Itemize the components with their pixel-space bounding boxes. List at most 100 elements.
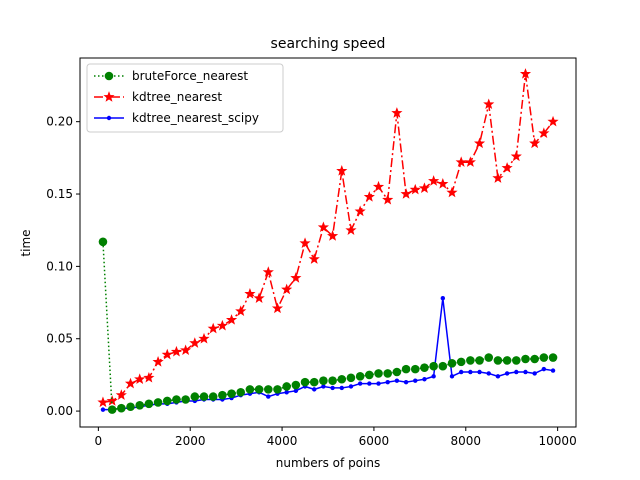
data-point [299, 237, 311, 248]
data-point [198, 332, 210, 344]
legend-marker [104, 71, 114, 81]
data-point [339, 385, 344, 391]
data-point [383, 369, 393, 378]
data-point [477, 369, 482, 375]
data-point [281, 283, 293, 295]
x-tick-label: 10000 [539, 434, 577, 448]
data-point [106, 395, 118, 406]
data-point [447, 359, 457, 368]
data-point [253, 292, 265, 303]
data-point [309, 377, 319, 387]
legend-marker [103, 91, 115, 102]
data-point [484, 353, 494, 362]
data-point [410, 364, 420, 374]
data-point [391, 107, 403, 118]
data-point [422, 377, 427, 382]
data-point [254, 385, 264, 394]
data-point [208, 392, 218, 401]
data-point [385, 379, 390, 385]
data-point [317, 221, 329, 233]
data-point [225, 314, 238, 325]
data-point [293, 388, 299, 394]
data-point [483, 98, 495, 110]
series-line-kdtree_nearest [102, 73, 554, 404]
data-point [181, 395, 190, 404]
data-point [420, 363, 429, 372]
data-point [273, 385, 282, 394]
data-point [291, 380, 301, 390]
data-point [135, 400, 145, 410]
data-point [400, 188, 412, 199]
data-point [321, 384, 326, 389]
legend-label: kdtree_nearest_scipy [132, 111, 259, 125]
data-point [355, 372, 365, 381]
data-point [262, 266, 274, 277]
data-point [418, 182, 431, 193]
data-point [124, 377, 137, 389]
data-point [271, 302, 284, 314]
x-tick-label: 6000 [359, 434, 390, 448]
data-point [437, 178, 449, 189]
data-point [486, 371, 491, 376]
data-point [245, 385, 255, 394]
x-tick-label: 0 [95, 434, 103, 448]
data-point [431, 374, 436, 379]
series-layer [97, 68, 559, 414]
data-point [337, 374, 347, 384]
data-point [401, 364, 411, 374]
data-point [511, 356, 521, 365]
chart-title: searching speed [271, 36, 386, 52]
data-point [144, 399, 154, 409]
legend-label: bruteForce_nearest [132, 69, 248, 83]
x-tick-label: 4000 [267, 434, 298, 448]
x-axis-label: numbers of poins [276, 456, 380, 470]
data-point [523, 369, 528, 375]
data-point [446, 186, 458, 198]
data-point [502, 356, 512, 365]
legend-marker [106, 115, 112, 121]
data-point [394, 378, 400, 383]
data-point [189, 337, 201, 348]
legend-entry-kdtree_nearest_scipy: kdtree_nearest_scipy [94, 111, 259, 125]
data-point [162, 396, 172, 406]
data-point [538, 127, 550, 138]
data-point [438, 361, 448, 371]
data-point [440, 296, 446, 301]
data-point [495, 374, 501, 379]
data-point [143, 371, 155, 383]
data-point [236, 387, 246, 397]
data-point [152, 356, 164, 367]
data-point [336, 165, 348, 176]
data-point [501, 162, 513, 173]
data-point [244, 288, 256, 299]
data-point [235, 305, 247, 316]
data-point [456, 357, 466, 367]
legend-entry-bruteForce_nearest: bruteForce_nearest [94, 69, 248, 83]
data-point [493, 356, 503, 365]
data-point [290, 272, 302, 283]
data-point [126, 402, 135, 412]
data-point [354, 205, 366, 217]
data-point [449, 374, 455, 379]
data-point [367, 381, 372, 386]
data-point [530, 354, 539, 364]
data-point [98, 237, 108, 247]
data-point [374, 369, 383, 378]
data-point [117, 403, 126, 413]
data-point [473, 137, 486, 149]
data-point [115, 389, 127, 400]
data-point [458, 369, 464, 375]
data-point [190, 392, 200, 401]
y-tick-label: 0.20 [46, 115, 73, 129]
data-point [532, 371, 537, 376]
series-kdtree_nearest [97, 68, 559, 408]
data-point [172, 395, 181, 404]
series-bruteForce_nearest [98, 237, 558, 414]
data-point [199, 392, 209, 401]
data-point [392, 367, 402, 377]
data-point [227, 389, 236, 399]
data-point [376, 381, 381, 386]
data-point [282, 382, 291, 391]
data-point [468, 369, 473, 375]
